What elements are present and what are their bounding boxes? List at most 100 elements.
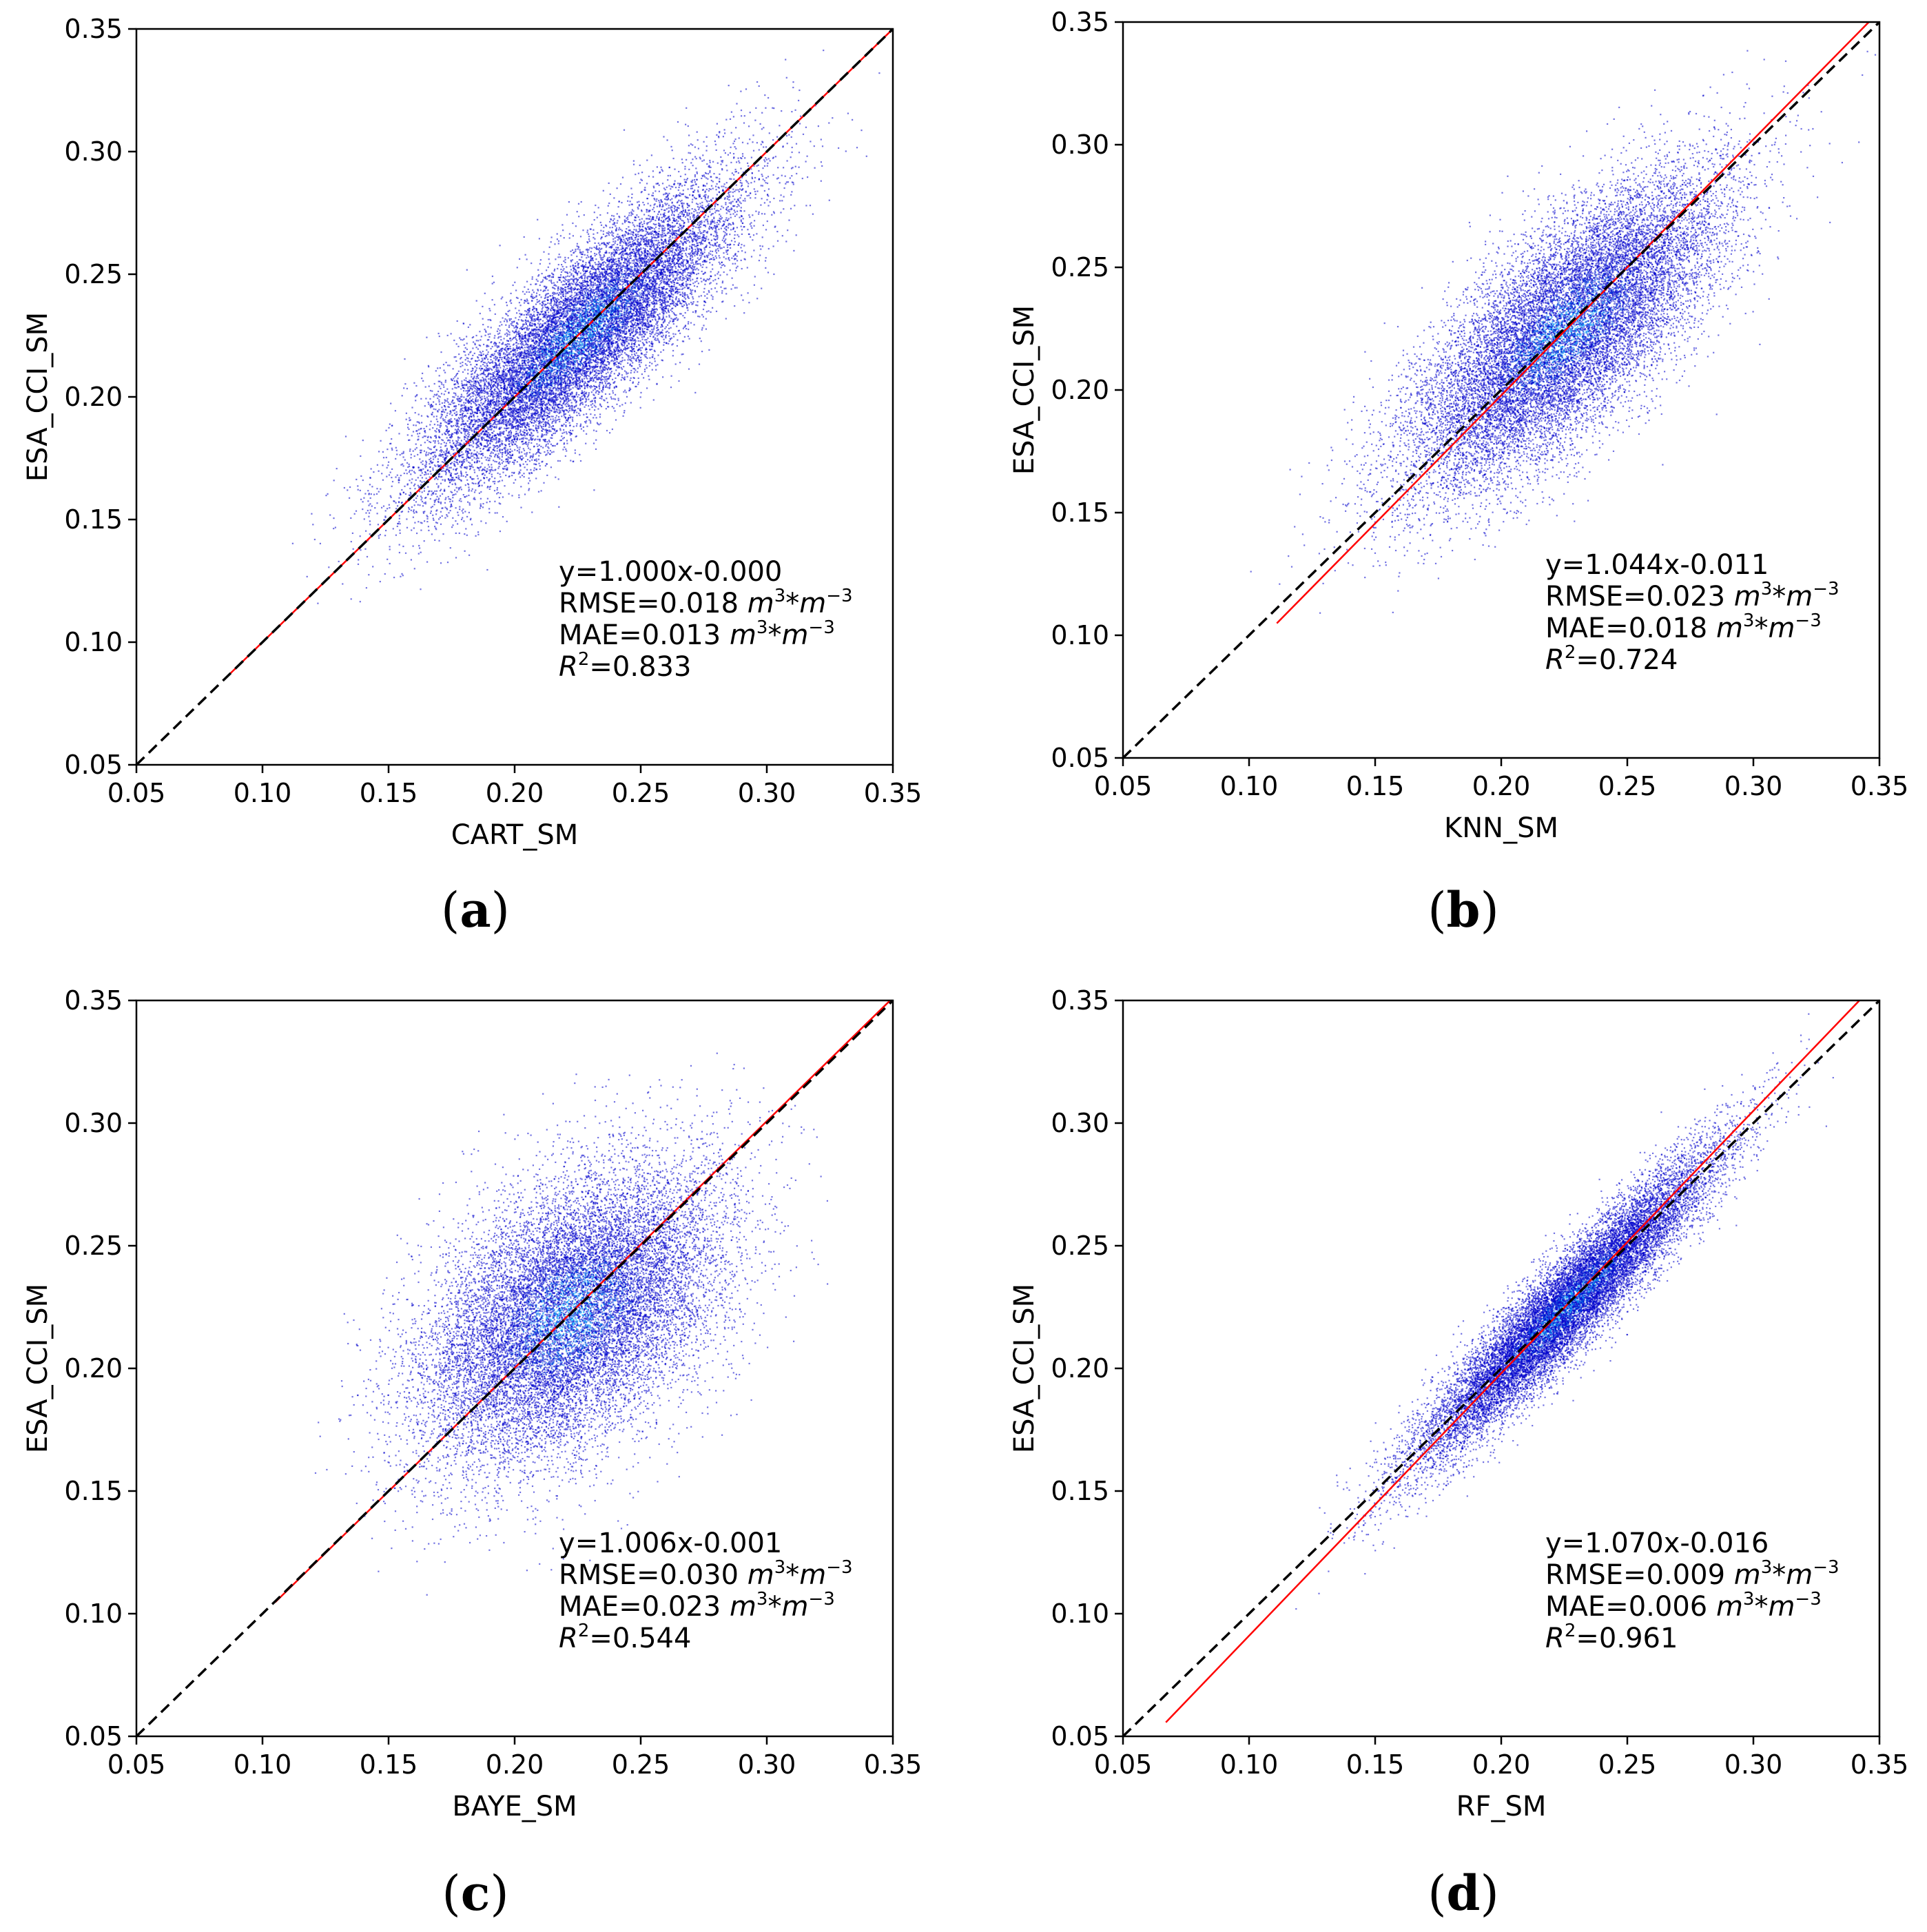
scatter-point xyxy=(792,87,794,88)
scatter-point xyxy=(692,231,693,232)
scatter-point xyxy=(434,539,435,541)
scatter-point xyxy=(644,187,646,188)
scatter-point xyxy=(670,327,672,329)
scatter-point xyxy=(634,351,635,352)
scatter-point xyxy=(674,169,675,170)
scatter-point xyxy=(561,271,562,273)
scatter-point xyxy=(714,208,715,209)
scatter-point xyxy=(682,259,683,260)
scatter-point xyxy=(764,180,765,181)
scatter-point xyxy=(592,417,594,418)
scatter-point xyxy=(422,373,423,374)
scatter-point xyxy=(686,232,687,234)
scatter-point xyxy=(542,273,543,274)
scatter-point xyxy=(465,363,466,364)
scatter-point xyxy=(440,483,442,484)
scatter-point xyxy=(560,329,561,331)
scatter-point xyxy=(618,400,619,401)
scatter-point xyxy=(577,385,578,387)
scatter-point xyxy=(638,340,639,342)
scatter-point xyxy=(590,413,591,415)
scatter-point xyxy=(450,499,451,500)
scatter-point xyxy=(720,247,721,249)
scatter-point xyxy=(358,559,359,560)
scatter-point xyxy=(725,187,726,188)
scatter-point xyxy=(630,269,631,270)
scatter-point xyxy=(580,424,581,425)
scatter-point xyxy=(714,204,716,205)
scatter-point xyxy=(681,158,683,160)
scatter-point xyxy=(465,380,466,381)
scatter-point xyxy=(505,347,506,349)
scatter-point xyxy=(388,462,389,463)
scatter-point xyxy=(506,437,507,438)
scatter-point xyxy=(455,408,457,409)
scatter-point xyxy=(662,170,663,172)
scatter-point xyxy=(643,332,644,333)
scatter-point xyxy=(500,339,502,340)
scatter-point xyxy=(497,481,499,482)
scatter-point xyxy=(663,339,665,340)
scatter-point xyxy=(511,475,513,476)
scatter-point xyxy=(725,243,726,244)
scatter-point xyxy=(438,455,440,456)
scatter-point xyxy=(666,193,668,194)
scatter-point xyxy=(725,238,726,240)
scatter-point xyxy=(780,212,781,213)
scatter-point xyxy=(695,312,697,314)
scatter-point xyxy=(532,289,533,291)
scatter-point xyxy=(463,429,464,430)
scatter-point xyxy=(660,214,661,215)
scatter-point xyxy=(687,207,688,208)
scatter-point xyxy=(549,408,550,409)
scatter-point xyxy=(604,380,606,382)
scatter-point xyxy=(483,389,484,391)
scatter-point xyxy=(758,214,759,215)
scatter-point xyxy=(747,143,748,144)
scatter-point xyxy=(683,328,684,329)
scatter-point xyxy=(715,256,717,257)
scatter-point xyxy=(371,506,373,507)
scatter-point xyxy=(681,280,683,281)
scatter-point xyxy=(549,247,550,248)
scatter-point xyxy=(720,156,721,158)
scatter-point xyxy=(670,188,671,189)
scatter-point xyxy=(692,298,694,299)
scatter-point xyxy=(646,351,648,353)
scatter-point xyxy=(805,161,807,162)
scatter-point xyxy=(735,148,736,150)
scatter-point xyxy=(694,181,696,183)
scatter-point xyxy=(731,132,732,134)
scatter-point xyxy=(599,370,600,371)
scatter-point xyxy=(633,161,635,162)
scatter-point xyxy=(546,441,548,442)
scatter-point xyxy=(678,227,679,228)
scatter-point xyxy=(750,112,751,113)
scatter-point xyxy=(798,152,800,153)
scatter-point xyxy=(618,356,619,358)
scatter-point xyxy=(495,314,496,315)
scatter-point xyxy=(434,424,435,425)
scatter-point xyxy=(700,278,701,279)
scatter-point xyxy=(765,107,766,109)
scatter-point xyxy=(645,309,646,311)
scatter-point xyxy=(621,404,623,405)
scatter-point xyxy=(674,209,676,211)
scatter-point xyxy=(703,230,705,232)
scatter-point xyxy=(624,216,626,217)
scatter-point xyxy=(755,211,756,212)
scatter-point xyxy=(684,294,686,296)
scatter-point xyxy=(459,430,460,431)
scatter-point xyxy=(445,473,446,475)
scatter-point xyxy=(589,263,590,265)
scatter-point xyxy=(459,487,460,489)
scatter-point xyxy=(489,368,491,369)
scatter-point xyxy=(540,346,542,347)
scatter-point xyxy=(550,419,551,420)
scatter-point xyxy=(632,356,634,358)
scatter-point xyxy=(513,327,515,329)
scatter-point xyxy=(597,363,598,364)
scatter-point xyxy=(513,337,515,338)
scatter-point xyxy=(526,317,527,318)
scatter-point xyxy=(482,318,484,320)
